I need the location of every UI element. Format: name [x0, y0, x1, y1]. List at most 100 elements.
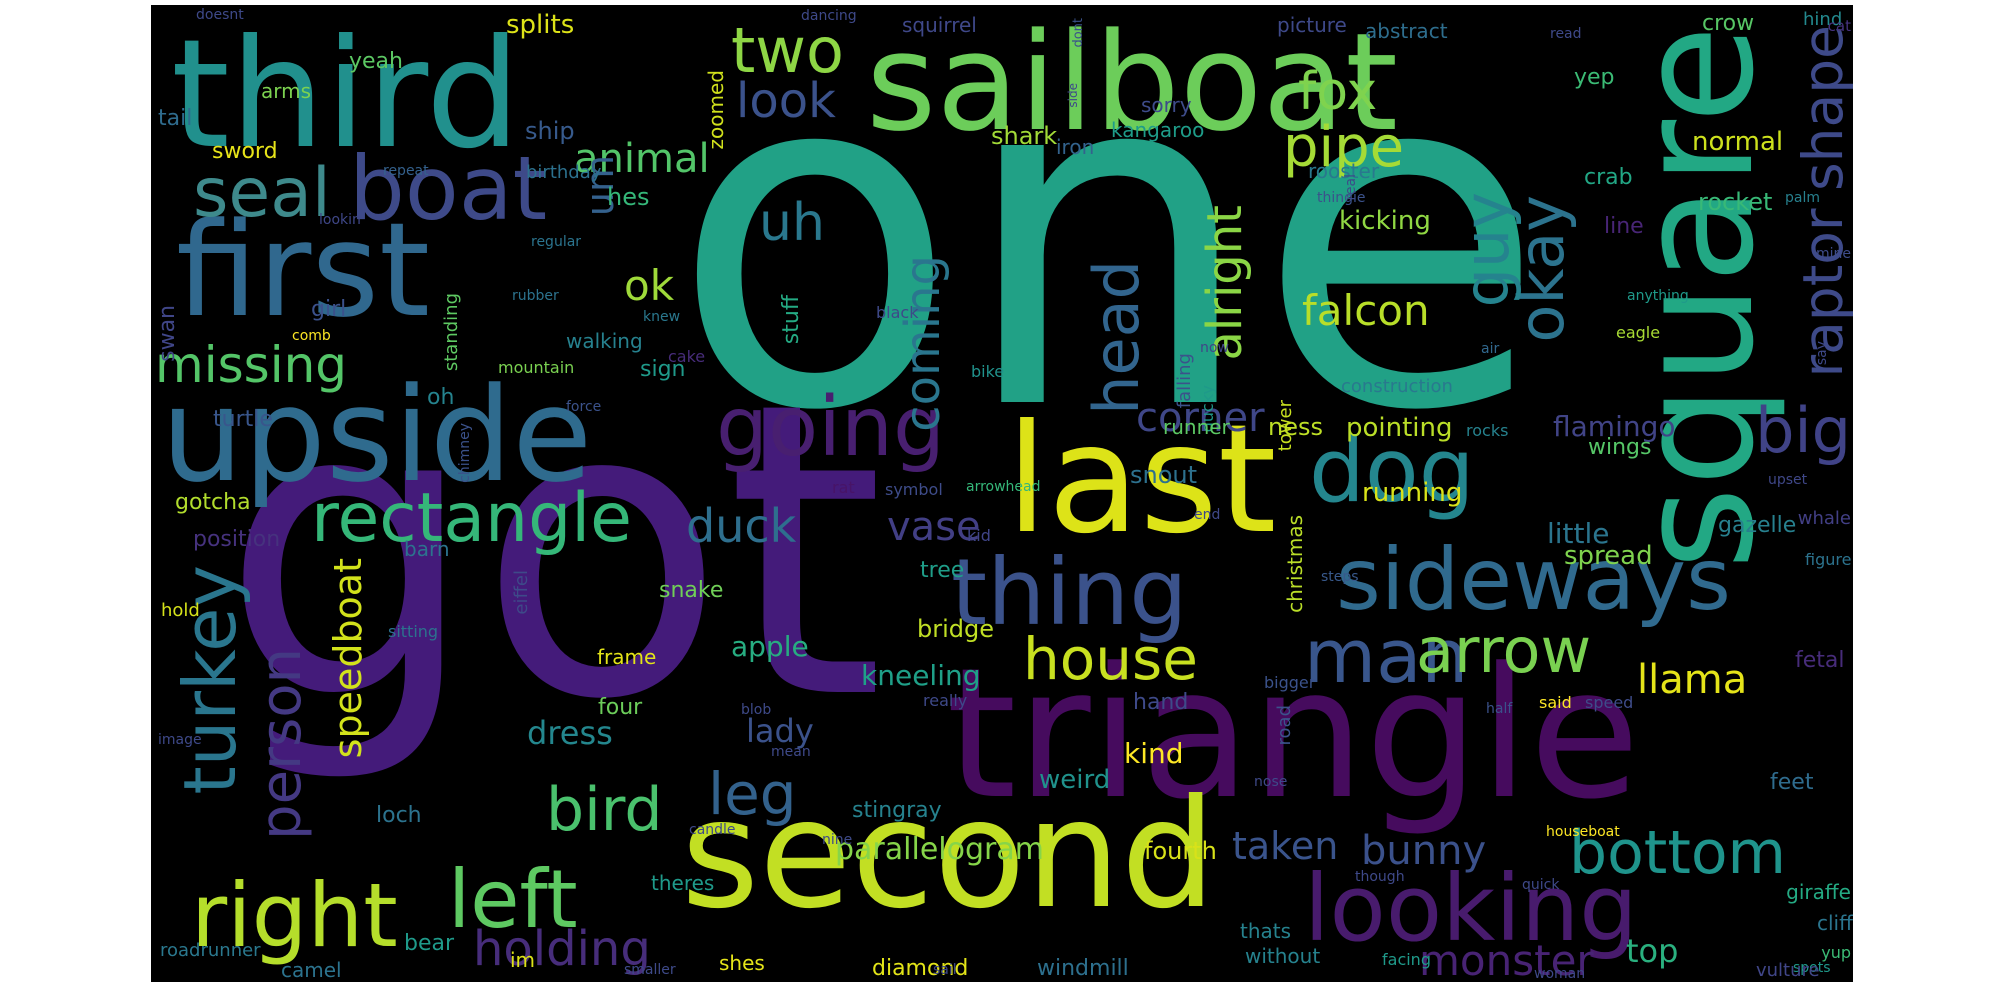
word-line: line [1604, 214, 1644, 239]
word-facing: facing [1382, 950, 1431, 969]
word-hes: hes [607, 183, 650, 211]
word-air: air [1481, 341, 1500, 357]
word-yup: yup [1821, 943, 1851, 962]
word-yep: yep [1574, 65, 1615, 90]
word-image: image [158, 732, 202, 748]
word-christmas: christmas [1283, 515, 1307, 613]
word-bigger: bigger [1264, 673, 1316, 692]
word-thing: thing [951, 539, 1188, 646]
word-mountain: mountain [498, 358, 575, 377]
word-hold: hold [161, 600, 200, 621]
word-arms: arms [261, 79, 312, 103]
word-falling: falling [1174, 353, 1195, 409]
word-bottom: bottom [1569, 818, 1787, 888]
word-comb: comb [292, 328, 331, 344]
word-taken: taken [1232, 824, 1339, 868]
word-holding: holding [473, 921, 651, 977]
word-palm: palm [1785, 190, 1820, 206]
word-frame: frame [597, 645, 657, 669]
word-one: one [671, 5, 1546, 513]
word-cliff: cliff [1817, 911, 1853, 935]
word-snake: snake [659, 578, 724, 603]
word-camel: camel [281, 958, 342, 982]
word-last: last [1006, 393, 1277, 567]
word-steps: steps [1321, 569, 1359, 585]
word-bunny: bunny [1361, 828, 1487, 874]
word-iron: iron [1056, 135, 1095, 159]
word-big: big [1755, 394, 1851, 467]
word-sitting: sitting [388, 622, 439, 641]
word-monster: monster [1419, 936, 1594, 982]
word-speed: speed [1585, 693, 1634, 712]
word-abstract: abstract [1365, 19, 1448, 43]
word-read: read [1550, 26, 1582, 42]
word-apple: apple [731, 630, 809, 663]
word-position: position [193, 527, 281, 552]
word-sorry: sorry [1141, 93, 1192, 117]
word-kneeling: kneeling [861, 659, 981, 692]
word-tail: tail [158, 106, 193, 131]
word-upset: upset [1768, 472, 1808, 488]
word-arrowhead: arrowhead [966, 479, 1041, 495]
word-lookin: lookin [319, 212, 361, 228]
word-dont: dont [1071, 18, 1086, 48]
word-smaller: smaller [624, 962, 676, 978]
word-chimney: chimney [457, 423, 473, 483]
word-tower: tower [1275, 400, 1296, 452]
word-regular: regular [531, 234, 582, 250]
word-birthday: birthday [526, 162, 602, 183]
word-girl: girl [311, 297, 347, 322]
word-corner: corner [1136, 395, 1265, 441]
word-tree: tree [920, 558, 965, 583]
word-gotcha: gotcha [175, 490, 251, 515]
word-fourth: fourth [1144, 837, 1217, 865]
word-seal: seal [193, 154, 331, 233]
word-eagle: eagle [1616, 323, 1661, 342]
word-kicking: kicking [1339, 206, 1431, 236]
word-dress: dress [527, 714, 613, 752]
word-im: im [510, 948, 536, 972]
word-bird: bird [546, 775, 663, 845]
word-uh: uh [759, 193, 825, 253]
word-bike: bike [971, 362, 1005, 381]
word-real: real [1343, 174, 1359, 201]
word-blob: blob [741, 702, 772, 718]
word-candle: candle [689, 822, 736, 838]
word-pipe: pipe [1283, 115, 1405, 180]
word-kind: kind [1124, 737, 1184, 770]
word-picture: picture [1277, 13, 1347, 37]
word-person: person [249, 648, 314, 840]
word-now: now [1200, 340, 1229, 356]
word-spread: spread [1564, 541, 1653, 571]
word-eiffel: eiffel [511, 570, 532, 615]
word-ship: ship [525, 117, 575, 145]
word-guy: guy [1450, 192, 1523, 308]
word-though: though [1355, 869, 1405, 885]
word-two: two [731, 14, 844, 87]
word-falcon: falcon [1302, 286, 1430, 335]
word-squirrel: squirrel [902, 13, 977, 37]
word-anything: anything [1627, 288, 1689, 304]
word-barn: barn [404, 537, 450, 561]
word-boat: boat [349, 137, 548, 240]
word-figure: figure [1805, 550, 1852, 569]
word-repeat: repeat [383, 163, 429, 179]
word-triangle: triangle [946, 630, 1640, 839]
word-kangaroo: kangaroo [1111, 118, 1205, 142]
word-lady: lady [746, 712, 814, 750]
word-houseboat: houseboat [1546, 824, 1620, 840]
word-theres: theres [651, 871, 715, 895]
word-gazelle: gazelle [1718, 513, 1797, 538]
word-first: first [176, 194, 431, 346]
word-swan: swan [155, 305, 180, 362]
word-sailboat: sailboat [866, 5, 1399, 161]
word-arrow: arrow [1416, 614, 1592, 687]
word-head: head [1080, 260, 1153, 415]
word-oh: oh [427, 385, 455, 410]
word-coming: coming [895, 255, 951, 432]
word-sideways: sideways [1336, 530, 1731, 630]
word-cat: cat [1827, 17, 1851, 35]
word-runner: runner [1163, 415, 1230, 439]
word-crab: crab [1584, 165, 1633, 190]
word-knew: knew [643, 309, 681, 325]
